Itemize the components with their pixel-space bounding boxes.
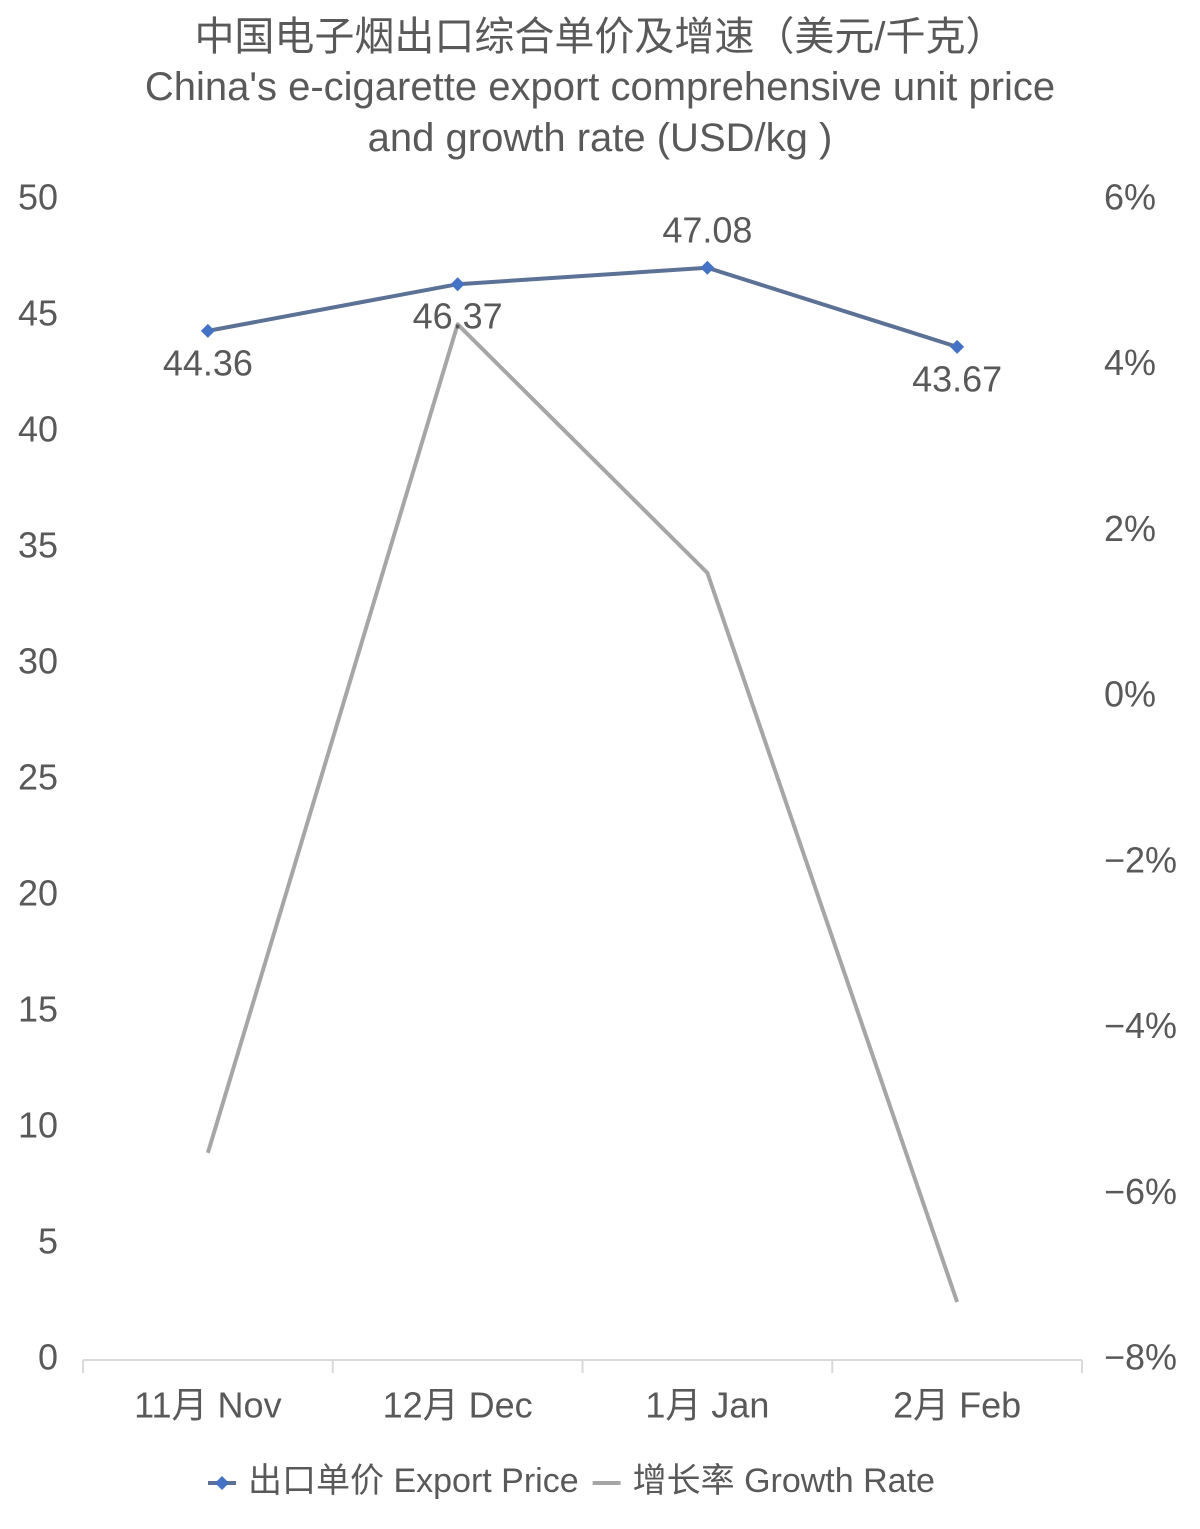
y-tick-label: 30 [18, 641, 58, 682]
series-line [207, 265, 958, 349]
data-label: 44.36 [163, 342, 253, 383]
y2-tick-label: −8% [1104, 1337, 1177, 1378]
y2-tick-label: −4% [1104, 1005, 1177, 1046]
y2-tick-label: 2% [1104, 508, 1156, 549]
legend-label: 增长率 Growth Rate [633, 1462, 935, 1500]
y-tick-label: 15 [18, 989, 58, 1030]
y-tick-label: 20 [18, 873, 58, 914]
x-tick-label: 2月 Feb [893, 1385, 1021, 1426]
marker [700, 260, 715, 275]
marker [450, 277, 465, 292]
data-label: 46.37 [413, 296, 503, 337]
data-label: 47.08 [662, 209, 752, 250]
y2-tick-label: 0% [1104, 674, 1156, 715]
y-tick-label: 40 [18, 409, 58, 450]
y-tick-label: 0 [38, 1337, 58, 1378]
y-tick-label: 25 [18, 757, 58, 798]
y2-tick-label: −2% [1104, 839, 1177, 880]
y2-tick-label: 6% [1104, 177, 1156, 218]
chart-subtitle: China's e-cigarette export comprehensive… [144, 65, 1056, 160]
y-tick-label: 35 [18, 525, 58, 566]
y-tick-label: 45 [18, 293, 58, 334]
legend-label: 出口单价 Export Price [248, 1462, 579, 1500]
y2-tick-label: −6% [1104, 1171, 1177, 1212]
marker [950, 339, 965, 354]
x-tick-label: 11月 Nov [134, 1385, 281, 1426]
data-label: 43.67 [912, 358, 1002, 399]
chart-title: 中国电子烟出口综合单价及增速（美元/千克） [194, 15, 1006, 59]
y2-tick-label: 4% [1104, 342, 1156, 383]
series-line [205, 322, 960, 1303]
y-tick-label: 10 [18, 1105, 58, 1146]
marker [200, 323, 215, 338]
legend-marker [215, 1476, 229, 1490]
y-tick-label: 5 [38, 1221, 58, 1262]
y-tick-label: 50 [18, 177, 58, 218]
x-tick-label: 12月 Dec [383, 1385, 533, 1426]
x-tick-label: 1月 Jan [645, 1385, 769, 1426]
